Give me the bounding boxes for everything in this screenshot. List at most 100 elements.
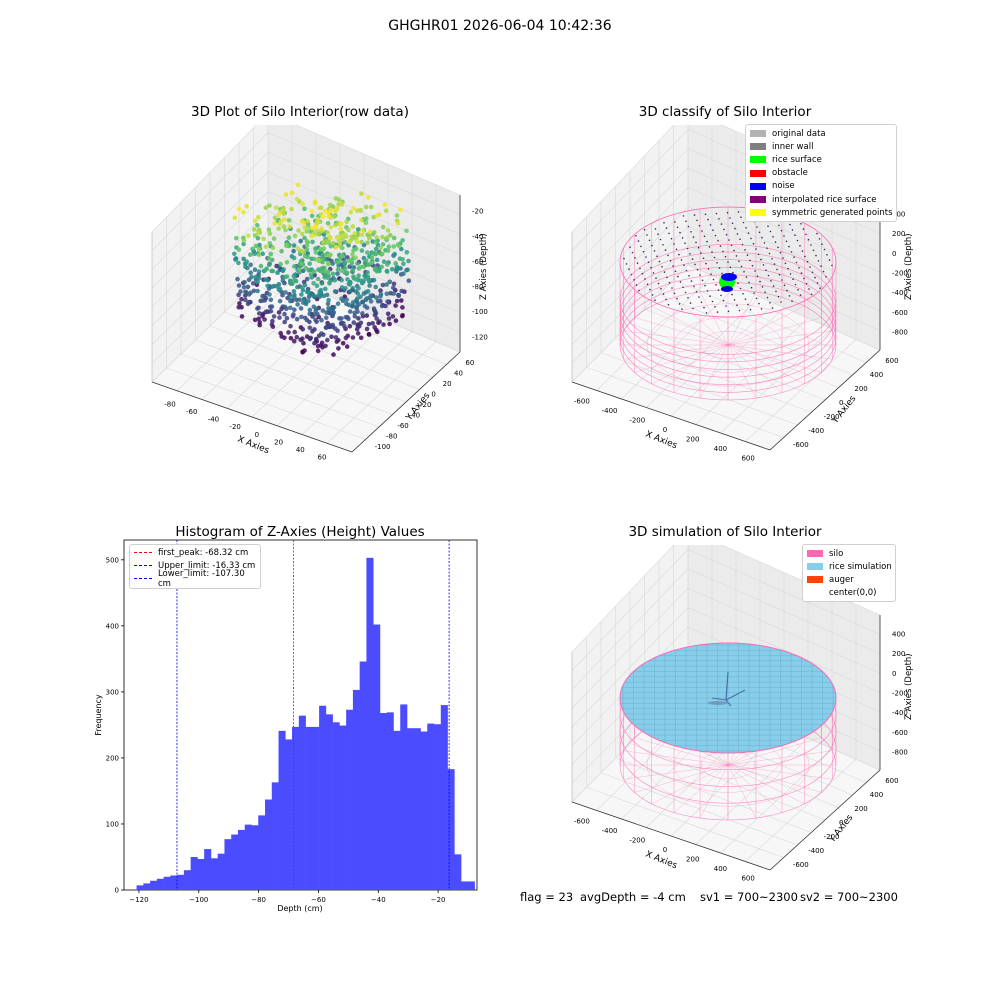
scatter-point (334, 259, 340, 265)
scatter-point (263, 277, 269, 282)
rice-surface-point (665, 298, 667, 301)
rice-surface-point (701, 230, 703, 232)
scatter-point (256, 247, 262, 252)
scatter-point (267, 256, 272, 261)
scatter-point (287, 280, 293, 286)
rice-surface-point (681, 308, 683, 311)
rice-surface-point (715, 284, 717, 286)
rice-surface-point (738, 260, 740, 263)
y-tick-label: -40 (409, 412, 420, 420)
rice-surface-point (707, 218, 709, 221)
scatter-point (332, 278, 338, 283)
y-tick-label: -200 (824, 413, 840, 421)
y-tick-label: 200 (854, 385, 867, 393)
histogram-bar (170, 875, 178, 890)
rice-surface-point (674, 221, 676, 223)
scatter-point (385, 311, 391, 317)
legend-line-sample (134, 578, 152, 579)
scatter-point (323, 325, 329, 330)
rice-surface-point (670, 237, 673, 240)
rice-surface-point (633, 279, 635, 281)
histogram-bar (237, 829, 246, 890)
scatter-point (309, 208, 315, 214)
scatter-point (301, 296, 307, 302)
rice-surface-point (810, 293, 813, 296)
silo-floor-ring (700, 751, 756, 779)
scatter-point (260, 298, 265, 303)
grid-line (745, 759, 857, 862)
scatter-point (359, 217, 364, 223)
histogram-bar (305, 726, 313, 890)
rice-surface-point (669, 259, 672, 262)
scatter-point (374, 295, 379, 300)
rice-surface-point (646, 283, 649, 286)
rice-surface-point (714, 306, 716, 308)
rice-surface-point (797, 289, 799, 291)
scatter-point (291, 312, 296, 317)
histogram-bar (467, 881, 475, 890)
rice-surface-point (747, 303, 749, 306)
rice-surface-point (720, 294, 722, 297)
scatter-point (264, 309, 270, 314)
x-tick-label: −80 (251, 896, 266, 904)
rice-surface-point (747, 232, 750, 234)
grid-line (209, 325, 407, 403)
scatter-point (298, 306, 304, 311)
scatter-point (329, 334, 334, 340)
rice-surface-point (653, 250, 656, 252)
scatter-point (317, 289, 323, 295)
scatter-point (352, 231, 358, 236)
rice-surface-point (709, 224, 712, 226)
rice-surface-point (823, 248, 826, 251)
histogram-bar (285, 739, 293, 890)
scatter-point (268, 251, 274, 257)
grid-line (586, 367, 784, 438)
rice-surface-point (664, 249, 667, 251)
scatter-point (282, 304, 288, 310)
scatter-point (391, 285, 396, 291)
rice-surface-point (728, 239, 730, 241)
scatter-point (253, 274, 258, 280)
scatter-point (391, 291, 397, 296)
auger-shadow (708, 701, 728, 705)
scatter-point (261, 236, 267, 242)
noise-cluster (721, 273, 737, 281)
rice-surface-point (811, 271, 814, 274)
histogram-bar (292, 726, 300, 890)
legend-swatch (750, 169, 766, 177)
scatter-point (348, 209, 354, 215)
rice-surface-point (817, 260, 820, 262)
x-tick-label: 0 (663, 846, 667, 854)
scatter-point (323, 286, 328, 292)
rice-surface-point (700, 252, 702, 254)
scatter-point (339, 277, 345, 283)
scatter-point (236, 260, 241, 266)
z-tick-label: -60 (472, 258, 483, 266)
rice-surface-point (656, 255, 658, 257)
scatter-point (391, 281, 397, 287)
rice-surface-point (767, 225, 769, 227)
scatter-point (362, 303, 368, 309)
rice-surface-point (676, 226, 679, 229)
scatter-point (299, 248, 305, 254)
scatter-point (304, 276, 310, 282)
rice-surface-point (776, 268, 778, 271)
x-tick-label: −20 (431, 896, 446, 904)
scatter-point (268, 308, 274, 314)
rice-surface-point (756, 275, 759, 278)
scatter-point (364, 296, 370, 301)
rice-surface-point (782, 257, 784, 259)
rice-surface-point (705, 262, 707, 265)
rice-surface-point (707, 268, 710, 270)
scatter-point (406, 258, 411, 264)
scatter-point (380, 282, 386, 288)
rice-surface-point (724, 255, 727, 258)
scatter-point (373, 239, 379, 245)
rice-surface-point (662, 293, 665, 295)
scatter-point (347, 324, 353, 329)
rice-surface-point (758, 231, 761, 234)
scatter-point (297, 297, 302, 303)
grid-line (745, 339, 857, 442)
scatter-point (274, 284, 279, 289)
scatter-point (326, 305, 331, 311)
